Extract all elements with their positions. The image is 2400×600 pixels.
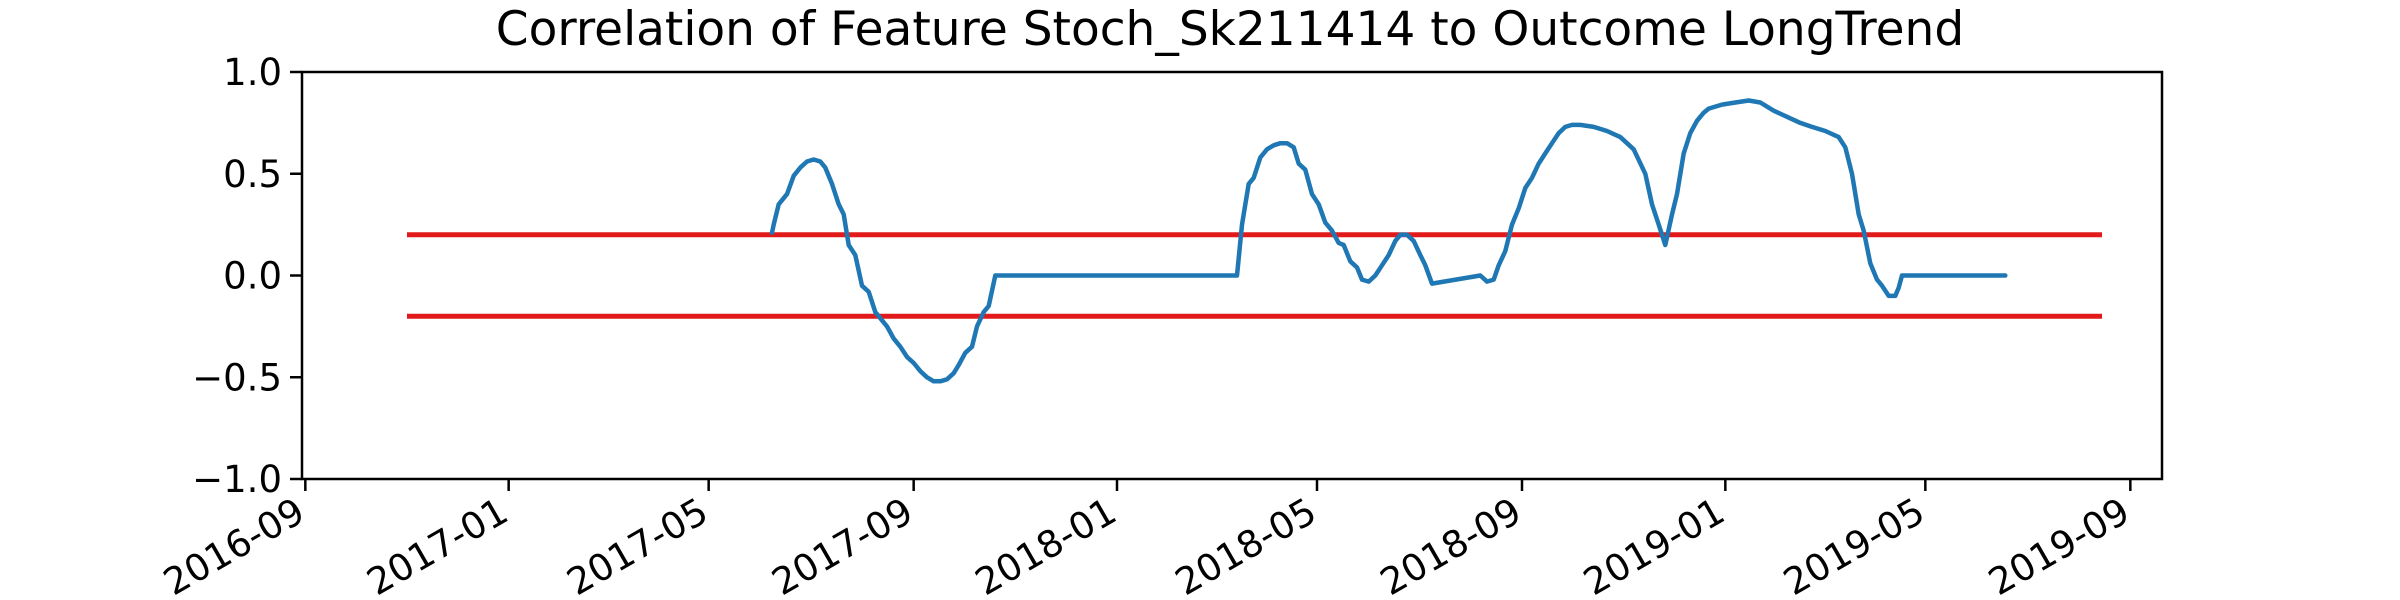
threshold-lines — [407, 232, 2102, 319]
x-tick-label: 2018-05 — [1168, 490, 1323, 600]
y-tick-label: 0.0 — [223, 255, 282, 298]
y-tick-label: 1.0 — [223, 51, 282, 94]
x-tick-label: 2019-05 — [1776, 490, 1931, 600]
y-tick-label: 0.5 — [223, 153, 282, 196]
y-axis: 1.0 0.5 0.0 −0.5 −1.0 — [192, 51, 302, 501]
series-layer — [769, 98, 2008, 384]
chart-title: Correlation of Feature Stoch_Sk211414 to… — [496, 2, 1964, 57]
x-tick-label: 2018-09 — [1373, 490, 1528, 600]
x-tick-label: 2017-09 — [765, 490, 920, 600]
x-tick-label: 2016-09 — [156, 490, 311, 600]
y-tick-label: −1.0 — [192, 458, 282, 501]
x-tick-label: 2017-01 — [360, 490, 515, 600]
series-line-0 — [769, 98, 2008, 384]
x-axis: 2016-09 2017-01 2017-05 2017-09 2018-01 2018-… — [156, 479, 2137, 600]
x-tick-label: 2019-01 — [1576, 490, 1731, 600]
y-tick-label: −0.5 — [192, 356, 282, 399]
x-tick-label: 2017-05 — [560, 490, 715, 600]
x-tick-label: 2018-01 — [968, 490, 1123, 600]
x-tick-label: 2019-09 — [1981, 490, 2136, 600]
